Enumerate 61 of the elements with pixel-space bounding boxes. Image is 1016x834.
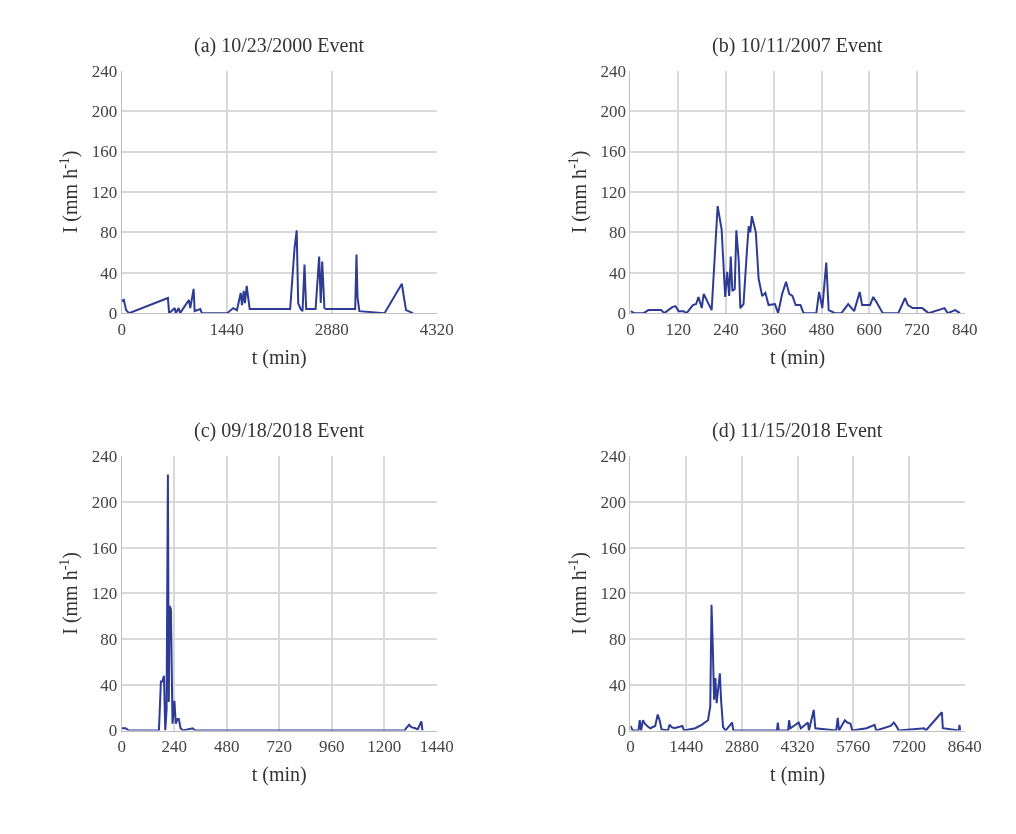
y-tick-label: 160 [91, 538, 118, 558]
x-tick-label: 960 [318, 736, 345, 756]
chart-title: (c) 09/18/2018 Event [194, 419, 365, 442]
y-tick-label: 120 [600, 182, 627, 202]
y-tick-label: 120 [91, 584, 118, 604]
x-tick-label: 600 [856, 319, 883, 339]
y-tick-label: 160 [600, 142, 627, 162]
y-tick-label: 0 [617, 721, 627, 741]
y-tick-label: 0 [617, 304, 627, 324]
chart-title: (d) 11/15/2018 Event [712, 419, 883, 442]
y-tick-label: 240 [91, 61, 118, 81]
line-series [630, 603, 962, 731]
y-tick-label: 120 [600, 584, 627, 604]
x-tick-label: 2880 [314, 319, 349, 339]
y-tick-label: 240 [91, 447, 118, 467]
x-axis-title: t (min) [251, 763, 307, 787]
x-tick-label: 1200 [367, 736, 402, 756]
x-tick-label: 240 [713, 319, 739, 339]
y-tick-label: 40 [100, 675, 118, 695]
x-tick-label: 5760 [836, 736, 871, 756]
x-axis-title: t (min) [770, 763, 826, 787]
chart-title: (b) 10/11/2007 Event [712, 34, 883, 57]
y-tick-label: 0 [108, 721, 118, 741]
y-tick-label: 40 [609, 263, 627, 283]
y-tick-label: 200 [91, 492, 118, 512]
y-tick-label: 200 [600, 492, 627, 512]
x-tick-label: 720 [266, 736, 292, 756]
line-series [630, 205, 961, 314]
x-axis-title: t (min) [770, 346, 826, 370]
y-tick-label: 240 [600, 61, 627, 81]
y-tick-label: 160 [600, 538, 627, 558]
x-tick-label: 480 [213, 736, 240, 756]
y-tick-label: 40 [609, 675, 627, 695]
x-tick-label: 8640 [947, 736, 982, 756]
x-tick-label: 240 [161, 736, 187, 756]
x-tick-label: 720 [904, 319, 930, 339]
x-tick-label: 1440 [419, 736, 454, 756]
y-tick-label: 80 [609, 630, 627, 650]
y-tick-label: 40 [100, 263, 118, 283]
y-tick-label: 200 [600, 102, 627, 122]
x-tick-label: 840 [952, 319, 978, 339]
y-tick-label: 80 [609, 223, 627, 243]
x-tick-label: 1440 [209, 319, 244, 339]
line-series [121, 229, 414, 314]
x-tick-label: 4320 [780, 736, 815, 756]
x-tick-label: 360 [760, 319, 787, 339]
y-tick-label: 80 [100, 630, 118, 650]
x-axis-title: t (min) [251, 346, 307, 370]
x-tick-label: 2880 [724, 736, 759, 756]
y-tick-label: 120 [91, 182, 118, 202]
x-tick-label: 7200 [892, 736, 927, 756]
y-tick-label: 240 [600, 447, 627, 467]
x-tick-label: 1440 [669, 736, 704, 756]
x-tick-label: 120 [665, 319, 691, 339]
x-tick-label: 480 [808, 319, 835, 339]
x-tick-label: 4320 [419, 319, 454, 339]
y-tick-label: 0 [108, 304, 118, 324]
y-tick-label: 200 [91, 102, 118, 122]
y-tick-label: 160 [91, 142, 118, 162]
chart-title: (a) 10/23/2000 Event [194, 34, 365, 57]
y-tick-label: 80 [100, 223, 118, 243]
